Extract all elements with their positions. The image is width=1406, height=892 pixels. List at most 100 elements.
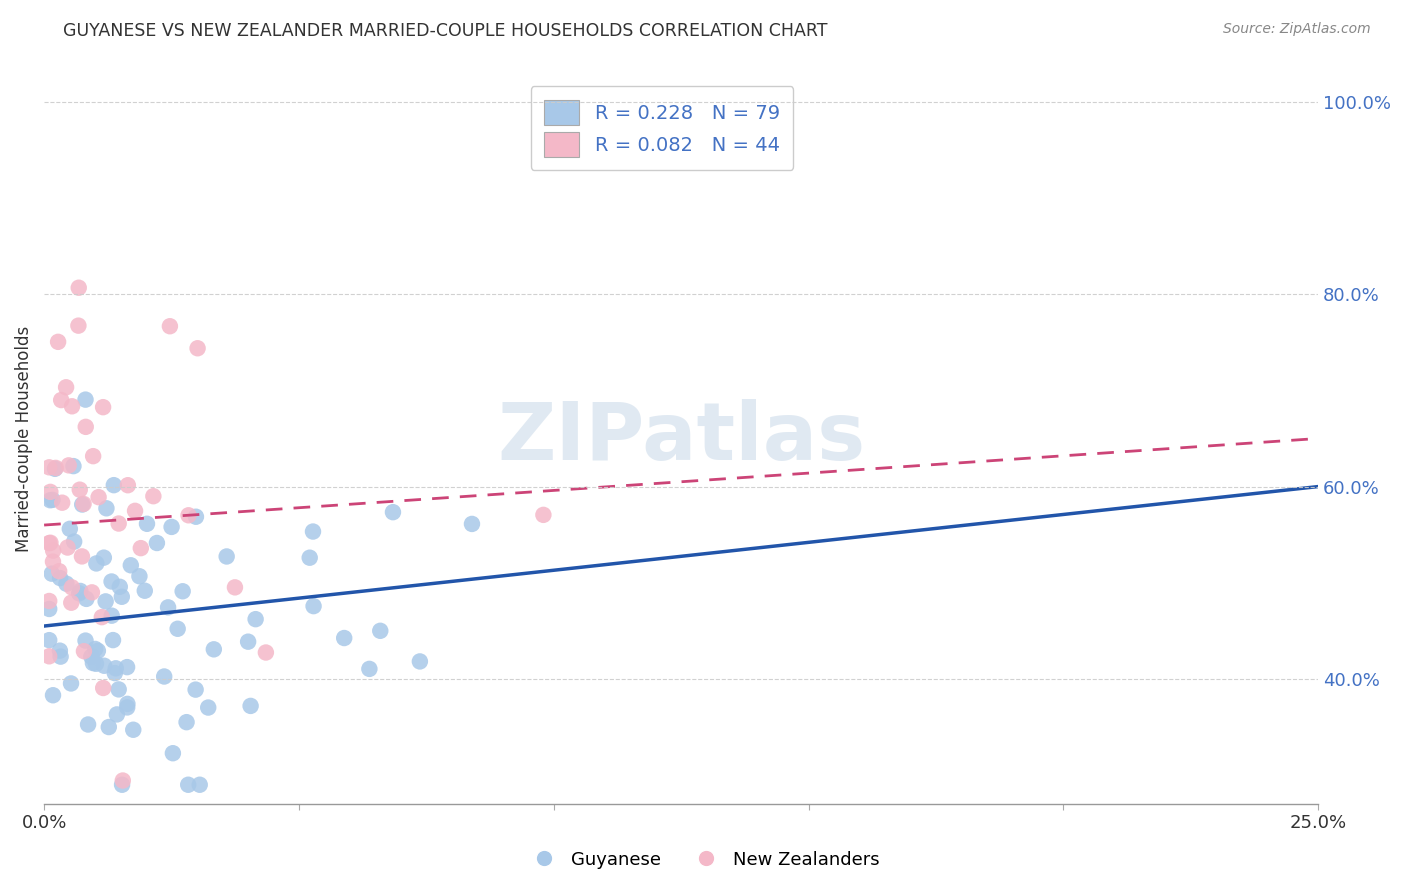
Point	[184, 682, 207, 697]
Point	[60, 676, 83, 690]
Point	[136, 516, 159, 531]
Point	[42, 543, 65, 558]
Point	[176, 715, 198, 730]
Point	[96, 501, 118, 516]
Point	[101, 633, 124, 648]
Point	[134, 583, 156, 598]
Y-axis label: Married-couple Households: Married-couple Households	[15, 326, 32, 551]
Point	[44, 462, 66, 476]
Point	[105, 707, 128, 722]
Point	[42, 555, 65, 569]
Point	[107, 682, 129, 697]
Legend: Guyanese, New Zealanders: Guyanese, New Zealanders	[519, 844, 887, 876]
Point	[157, 600, 180, 615]
Point	[153, 669, 176, 683]
Point	[298, 550, 321, 565]
Point	[117, 478, 139, 492]
Point	[146, 536, 169, 550]
Point	[120, 558, 142, 573]
Point	[82, 449, 104, 463]
Point	[224, 580, 246, 594]
Point	[184, 509, 207, 524]
Point	[91, 681, 114, 695]
Point	[108, 580, 131, 594]
Point	[122, 723, 145, 737]
Point	[70, 498, 93, 512]
Point	[67, 281, 90, 295]
Point	[72, 497, 94, 511]
Text: GUYANESE VS NEW ZEALANDER MARRIED-COUPLE HOUSEHOLDS CORRELATION CHART: GUYANESE VS NEW ZEALANDER MARRIED-COUPLE…	[63, 22, 828, 40]
Point	[254, 646, 277, 660]
Point	[38, 460, 60, 475]
Point	[38, 536, 60, 550]
Point	[62, 459, 84, 474]
Point	[55, 576, 77, 591]
Point	[51, 393, 73, 408]
Point	[104, 666, 127, 681]
Point	[188, 778, 211, 792]
Legend: R = 0.228   N = 79, R = 0.082   N = 44: R = 0.228 N = 79, R = 0.082 N = 44	[530, 87, 793, 170]
Point	[67, 318, 90, 333]
Point	[162, 746, 184, 760]
Point	[368, 624, 391, 638]
Point	[60, 399, 83, 413]
Point	[359, 662, 381, 676]
Point	[115, 660, 138, 674]
Point	[86, 557, 108, 571]
Point	[142, 489, 165, 503]
Point	[177, 508, 200, 523]
Point	[69, 483, 91, 497]
Point	[80, 649, 103, 664]
Point	[245, 612, 267, 626]
Point	[104, 661, 127, 675]
Point	[409, 655, 432, 669]
Point	[197, 700, 219, 714]
Point	[41, 566, 63, 581]
Point	[60, 580, 83, 594]
Point	[94, 594, 117, 608]
Point	[302, 524, 325, 539]
Point	[38, 633, 60, 648]
Point	[187, 341, 209, 355]
Point	[159, 319, 181, 334]
Point	[75, 633, 97, 648]
Point	[90, 610, 112, 624]
Point	[111, 778, 134, 792]
Point	[111, 773, 134, 788]
Point	[49, 571, 72, 585]
Point	[75, 591, 97, 606]
Point	[73, 644, 96, 658]
Point	[38, 649, 60, 664]
Point	[93, 550, 115, 565]
Point	[46, 334, 69, 349]
Point	[63, 534, 86, 549]
Point	[48, 564, 70, 578]
Point	[69, 584, 91, 599]
Point	[42, 688, 65, 702]
Point	[39, 535, 62, 549]
Point	[38, 594, 60, 608]
Point	[51, 496, 73, 510]
Point	[124, 504, 146, 518]
Point	[239, 698, 262, 713]
Point	[128, 569, 150, 583]
Text: ZIPatlas: ZIPatlas	[496, 400, 865, 477]
Point	[41, 492, 63, 507]
Point	[70, 549, 93, 564]
Point	[39, 493, 62, 508]
Point	[77, 717, 100, 731]
Point	[60, 596, 83, 610]
Point	[177, 778, 200, 792]
Point	[84, 642, 107, 657]
Point	[45, 461, 67, 475]
Point	[75, 420, 97, 434]
Point	[49, 643, 72, 657]
Point	[107, 516, 129, 531]
Point	[103, 478, 125, 492]
Point	[38, 602, 60, 616]
Point	[97, 720, 120, 734]
Point	[117, 697, 139, 711]
Point	[82, 656, 104, 670]
Point	[39, 484, 62, 499]
Point	[160, 520, 183, 534]
